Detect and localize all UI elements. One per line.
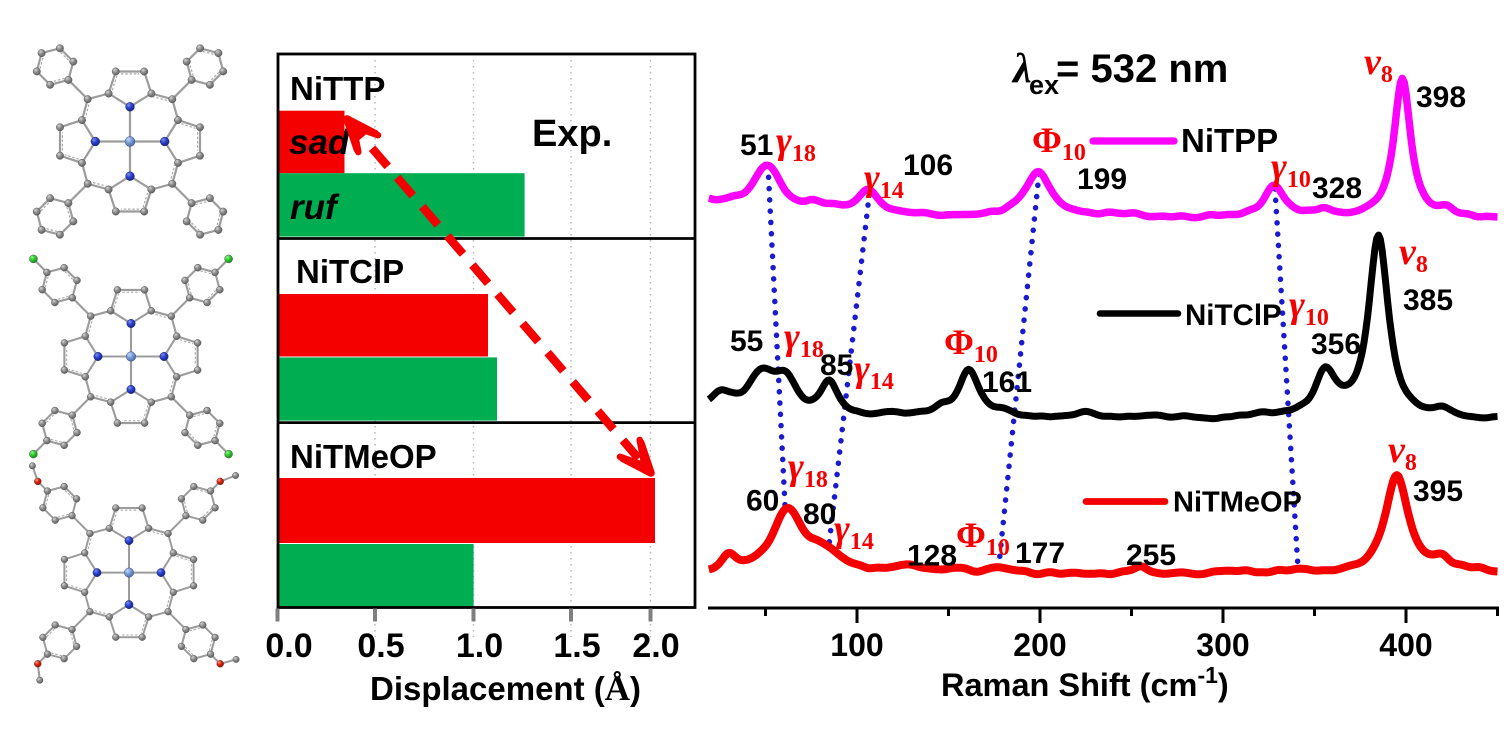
svg-text:385: 385 bbox=[1403, 284, 1453, 317]
svg-text:255: 255 bbox=[1126, 539, 1176, 572]
svg-text:300: 300 bbox=[1196, 627, 1249, 663]
svg-text:328: 328 bbox=[1312, 172, 1362, 205]
svg-text:Φ10: Φ10 bbox=[956, 515, 1010, 561]
svg-text:200: 200 bbox=[1013, 627, 1066, 663]
svg-text:NiTClP: NiTClP bbox=[1185, 299, 1282, 332]
svg-text:ν8: ν8 bbox=[1399, 231, 1428, 278]
svg-text:60: 60 bbox=[746, 485, 779, 518]
svg-text:161: 161 bbox=[982, 366, 1032, 399]
svg-text:Raman Shift (cm-1): Raman Shift (cm-1) bbox=[941, 662, 1229, 703]
svg-text:398: 398 bbox=[1416, 81, 1466, 114]
svg-text:85: 85 bbox=[820, 349, 853, 382]
svg-text:NiTMeOP: NiTMeOP bbox=[290, 438, 437, 475]
svg-text:356: 356 bbox=[1311, 328, 1361, 361]
svg-text:1.5: 1.5 bbox=[553, 627, 600, 665]
svg-text:80: 80 bbox=[803, 498, 836, 531]
svg-text:100: 100 bbox=[830, 627, 883, 663]
svg-text:0.5: 0.5 bbox=[357, 627, 404, 665]
svg-text:λ: λ bbox=[1011, 46, 1032, 92]
svg-text:ex: ex bbox=[1029, 70, 1059, 100]
svg-text:55: 55 bbox=[730, 325, 763, 358]
svg-text:128: 128 bbox=[907, 540, 957, 573]
svg-text:2.0: 2.0 bbox=[632, 627, 679, 665]
svg-text:Exp.: Exp. bbox=[532, 113, 612, 155]
svg-text:Φ10: Φ10 bbox=[944, 322, 998, 368]
svg-text:= 532 nm: = 532 nm bbox=[1056, 47, 1228, 91]
svg-text:1.0: 1.0 bbox=[456, 627, 503, 665]
svg-text:NiTClP: NiTClP bbox=[296, 253, 404, 290]
svg-text:0.0: 0.0 bbox=[265, 627, 312, 665]
svg-text:NiTTP: NiTTP bbox=[290, 70, 385, 107]
svg-text:199: 199 bbox=[1077, 163, 1127, 196]
svg-text:177: 177 bbox=[1015, 537, 1065, 570]
svg-text:400: 400 bbox=[1379, 627, 1432, 663]
svg-text:Displacement (Å): Displacement (Å) bbox=[370, 669, 641, 708]
svg-text:395: 395 bbox=[1413, 475, 1463, 508]
svg-text:51: 51 bbox=[740, 129, 773, 162]
svg-text:ruf: ruf bbox=[290, 188, 340, 227]
svg-text:NiTMeOP: NiTMeOP bbox=[1173, 487, 1302, 519]
svg-text:NiTPP: NiTPP bbox=[1181, 122, 1278, 159]
svg-text:106: 106 bbox=[903, 149, 953, 182]
svg-text:sad: sad bbox=[289, 123, 350, 162]
